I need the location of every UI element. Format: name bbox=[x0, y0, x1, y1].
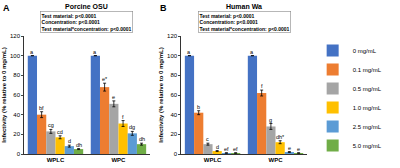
svg-text:dh: dh bbox=[139, 136, 145, 142]
svg-text:cg: cg bbox=[48, 122, 54, 128]
svg-text:0.5 mg/mL: 0.5 mg/mL bbox=[353, 86, 382, 92]
svg-text:g: g bbox=[269, 117, 272, 123]
svg-text:b: b bbox=[197, 104, 200, 110]
svg-text:Porcine OSU: Porcine OSU bbox=[65, 3, 108, 10]
svg-text:a: a bbox=[250, 49, 254, 55]
svg-text:0: 0 bbox=[174, 151, 178, 157]
svg-text:80: 80 bbox=[170, 72, 177, 78]
svg-text:dg: dg bbox=[129, 124, 135, 130]
svg-text:0.1 mg/mL: 0.1 mg/mL bbox=[353, 67, 382, 73]
svg-text:0 mg/mL: 0 mg/mL bbox=[353, 48, 377, 54]
svg-text:Human Wa: Human Wa bbox=[226, 3, 262, 10]
svg-text:f: f bbox=[122, 114, 124, 120]
svg-text:ef: ef bbox=[233, 146, 238, 152]
svg-text:d: d bbox=[216, 144, 219, 150]
svg-text:a: a bbox=[30, 49, 34, 55]
svg-text:e: e bbox=[112, 94, 115, 100]
svg-text:a: a bbox=[187, 49, 191, 55]
svg-text:5.0 mg/mL: 5.0 mg/mL bbox=[353, 143, 382, 149]
svg-text:40: 40 bbox=[13, 112, 20, 118]
svg-text:Infectivity (% relative to 0 m: Infectivity (% relative to 0 mg/mL) bbox=[158, 47, 164, 142]
svg-text:60: 60 bbox=[170, 92, 177, 98]
svg-text:60: 60 bbox=[13, 92, 20, 98]
svg-text:100: 100 bbox=[167, 53, 178, 59]
svg-text:Test material: p<0.0001Concent: Test material: p<0.0001Concentration: p<… bbox=[200, 13, 290, 32]
svg-text:A: A bbox=[3, 3, 10, 13]
svg-text:dh*: dh* bbox=[276, 134, 285, 140]
svg-text:bf: bf bbox=[39, 105, 44, 111]
svg-text:e: e bbox=[297, 146, 300, 152]
svg-text:20: 20 bbox=[13, 131, 20, 137]
svg-text:Infectivity (% relative to 0 m: Infectivity (% relative to 0 mg/mL) bbox=[1, 47, 7, 142]
svg-text:120: 120 bbox=[167, 33, 178, 39]
svg-text:d: d bbox=[68, 138, 71, 144]
svg-text:dh: dh bbox=[76, 142, 82, 148]
svg-text:20: 20 bbox=[170, 131, 177, 137]
svg-text:80: 80 bbox=[13, 72, 20, 78]
svg-text:WPLC: WPLC bbox=[47, 157, 65, 163]
svg-text:B: B bbox=[160, 3, 167, 13]
svg-text:WPLC: WPLC bbox=[204, 157, 222, 163]
svg-text:40: 40 bbox=[170, 112, 177, 118]
svg-text:100: 100 bbox=[10, 53, 21, 59]
svg-text:Test material: p<0.0001Concent: Test material: p<0.0001Concentration: p<… bbox=[42, 13, 132, 32]
svg-text:c: c bbox=[206, 136, 209, 142]
svg-text:a: a bbox=[93, 49, 97, 55]
svg-text:WPC: WPC bbox=[111, 157, 126, 163]
svg-text:f: f bbox=[261, 83, 263, 89]
svg-text:0: 0 bbox=[17, 151, 21, 157]
svg-text:e: e bbox=[288, 145, 291, 151]
svg-text:ef: ef bbox=[224, 146, 229, 152]
svg-text:e*: e* bbox=[102, 76, 108, 82]
svg-text:cd: cd bbox=[57, 129, 63, 135]
svg-text:2.5 mg/mL: 2.5 mg/mL bbox=[353, 124, 382, 130]
svg-text:1.0 mg/mL: 1.0 mg/mL bbox=[353, 105, 382, 111]
svg-text:WPC: WPC bbox=[269, 157, 284, 163]
svg-text:120: 120 bbox=[10, 33, 21, 39]
